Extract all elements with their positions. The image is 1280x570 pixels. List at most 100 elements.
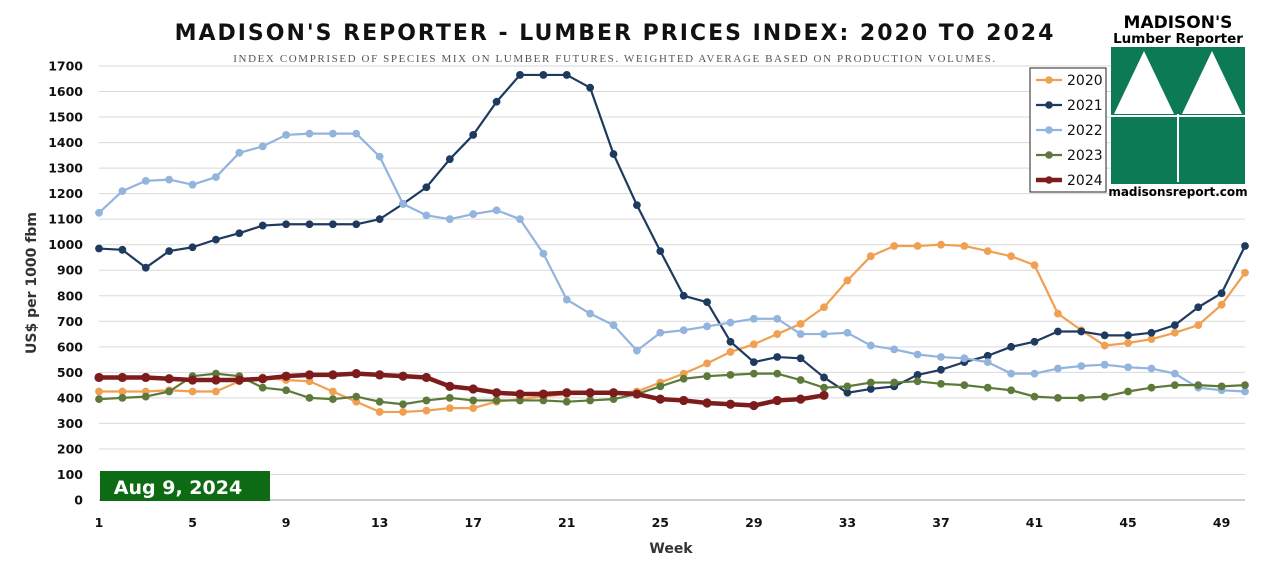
data-point xyxy=(539,396,548,405)
data-point xyxy=(1053,364,1062,373)
data-point xyxy=(983,383,992,392)
data-point xyxy=(562,71,571,79)
data-point xyxy=(421,372,432,383)
data-point xyxy=(585,388,595,398)
series-2023 xyxy=(95,369,1249,409)
data-point xyxy=(305,393,314,402)
data-point xyxy=(305,220,314,229)
y-tick-label: 200 xyxy=(57,441,83,456)
data-point xyxy=(655,394,665,404)
y-tick-label: 1700 xyxy=(48,59,83,74)
data-point xyxy=(1030,261,1039,270)
data-point xyxy=(212,235,220,244)
data-point xyxy=(1217,300,1226,309)
data-point xyxy=(1147,383,1156,392)
data-point xyxy=(726,371,735,379)
data-point xyxy=(843,276,852,285)
data-point xyxy=(772,395,782,406)
data-point xyxy=(445,215,454,224)
data-point xyxy=(866,385,875,393)
data-point xyxy=(141,392,150,401)
legend-label: 2023 xyxy=(1067,148,1103,164)
legend-marker xyxy=(1045,151,1053,159)
data-point xyxy=(491,388,502,398)
legend-marker xyxy=(1045,176,1053,184)
date-badge-text: Aug 9, 2024 xyxy=(114,477,242,499)
data-point xyxy=(469,210,478,218)
data-point xyxy=(95,387,103,396)
data-point xyxy=(304,370,315,380)
data-point xyxy=(375,397,384,406)
data-point xyxy=(1147,328,1156,337)
logo-url: madisonsreport.com xyxy=(1108,185,1247,199)
data-point xyxy=(1217,382,1226,391)
y-tick-label: 900 xyxy=(57,263,83,278)
data-point xyxy=(890,345,899,354)
data-point xyxy=(913,377,922,386)
data-point xyxy=(445,404,454,412)
data-point xyxy=(773,330,782,338)
data-point xyxy=(445,393,454,402)
y-tick-label: 400 xyxy=(57,390,83,405)
data-point xyxy=(632,389,642,399)
chart-subtitle: INDEX COMPRISED OF SPECIES MIX ON LUMBER… xyxy=(233,53,996,65)
data-point xyxy=(983,358,992,367)
data-point xyxy=(1241,268,1249,277)
data-point xyxy=(1241,381,1249,390)
data-point xyxy=(937,379,945,388)
data-point xyxy=(422,183,431,192)
series-lines xyxy=(94,71,1249,416)
data-point xyxy=(656,382,665,391)
data-point xyxy=(890,378,899,387)
data-point xyxy=(188,387,197,396)
data-point xyxy=(725,399,736,409)
data-point xyxy=(608,388,619,398)
data-point xyxy=(1007,252,1016,261)
data-point xyxy=(187,375,198,385)
data-point xyxy=(328,129,337,138)
data-point xyxy=(1241,387,1249,396)
legend-marker xyxy=(1045,101,1053,109)
logo-tagline: Lumber Reporter xyxy=(1113,31,1243,47)
data-point xyxy=(469,396,478,405)
data-point xyxy=(562,388,572,398)
y-tick-label: 700 xyxy=(57,314,83,329)
data-point xyxy=(656,247,665,255)
data-point xyxy=(609,395,618,404)
data-point xyxy=(422,406,431,415)
data-point xyxy=(703,298,711,307)
data-point xyxy=(492,97,501,106)
data-point xyxy=(960,242,969,250)
data-point xyxy=(118,387,127,396)
data-point xyxy=(165,387,174,396)
data-point xyxy=(118,393,127,402)
data-point xyxy=(1217,289,1226,298)
data-point xyxy=(703,372,711,381)
data-point xyxy=(1053,393,1062,402)
chart-title: MADISON'S REPORTER - LUMBER PRICES INDEX… xyxy=(175,21,1056,46)
data-point xyxy=(1077,362,1086,370)
data-point xyxy=(258,374,268,384)
y-tick-label: 800 xyxy=(57,288,83,303)
date-badge: Aug 9, 2024 xyxy=(100,471,270,501)
data-point xyxy=(1170,381,1179,390)
data-point xyxy=(726,348,735,356)
data-point xyxy=(188,243,197,252)
data-point xyxy=(866,252,875,261)
data-point xyxy=(1100,331,1109,340)
data-point xyxy=(913,371,922,379)
y-tick-label: 1600 xyxy=(48,84,83,99)
data-point xyxy=(258,221,267,230)
data-point xyxy=(1007,386,1016,395)
y-tick-label: 1200 xyxy=(48,186,83,201)
data-point xyxy=(890,242,899,250)
series-2022 xyxy=(95,129,1249,396)
y-tick-label: 100 xyxy=(57,467,83,482)
data-point xyxy=(165,175,174,184)
data-point xyxy=(1170,321,1179,330)
y-tick-label: 1300 xyxy=(48,161,83,176)
data-point xyxy=(492,396,501,405)
data-point xyxy=(375,408,384,416)
y-tick-label: 1500 xyxy=(48,110,83,125)
legend-label: 2022 xyxy=(1067,123,1103,139)
